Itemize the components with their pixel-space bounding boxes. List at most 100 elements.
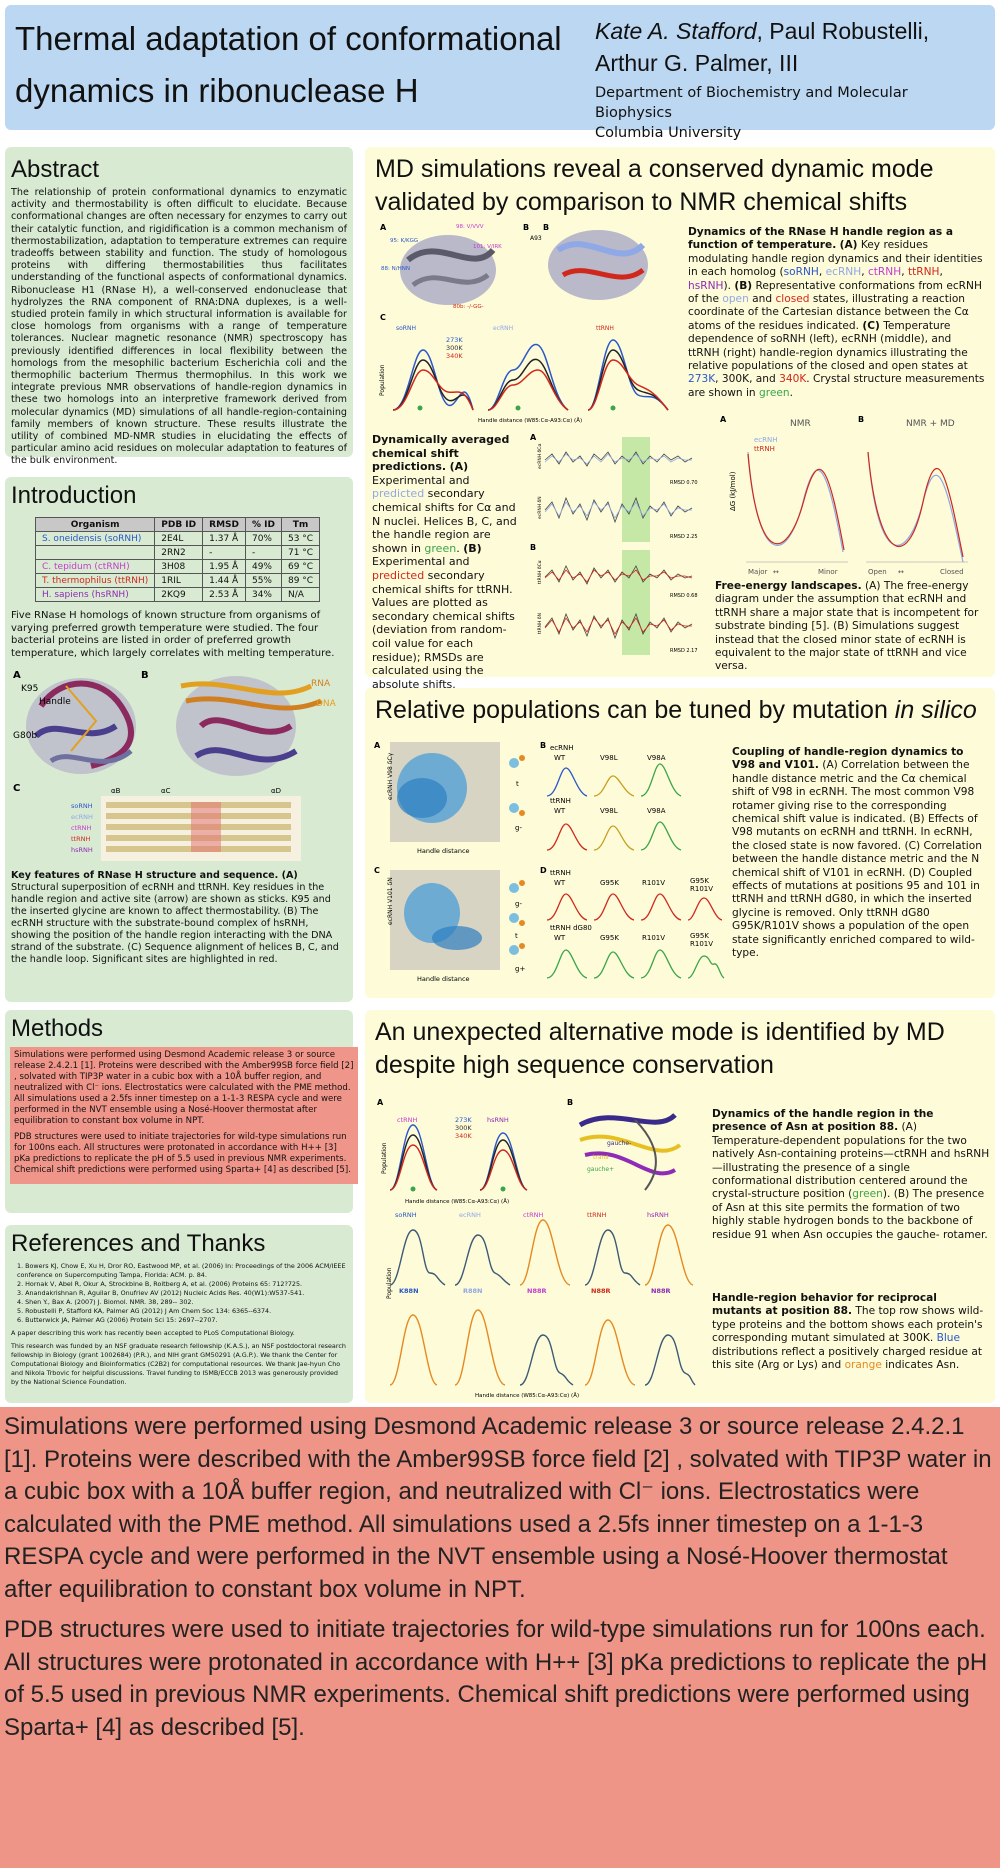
seq-label: ecRNH xyxy=(71,813,93,821)
methods-text-box: Simulations were performed using Desmond… xyxy=(10,1047,358,1184)
helix-label-d: αD xyxy=(271,787,281,795)
alt-figure: A B ctRNH hsRNH 273K 300K 340K Populatio… xyxy=(377,1098,696,1399)
mutant-labels-d: ttRNH WT G95K R101V G95K R101V ttRNH dG8… xyxy=(550,869,713,948)
fig-label: A xyxy=(374,741,381,750)
legend-300k: 300K xyxy=(455,1124,472,1132)
table-cell: 2.53 Å xyxy=(202,587,246,602)
table-cell: 1RIL xyxy=(154,573,204,588)
table-row: C. tepidum (ctRNH) 3H08 1.95 Å 49% 69 °C xyxy=(34,559,321,574)
table-header: Organism xyxy=(34,517,156,532)
svg-text:K88N: K88N xyxy=(399,1287,419,1295)
protein-cartoon-b xyxy=(176,676,323,776)
protein-cartoon-md-b xyxy=(548,230,648,300)
svg-text:V98A: V98A xyxy=(647,807,666,815)
organism-table: Organism PDB ID RMSD % ID Tm S. oneidens… xyxy=(34,517,321,602)
scatter-cloud xyxy=(397,753,482,950)
free-energy-figure: A B NMR NMR + MD ecRNH ttRNH ΔG (kJ/mol)… xyxy=(720,415,968,576)
references-panel: References and Thanks 1. Bowers KJ, Chow… xyxy=(5,1225,353,1403)
poster-title-box: Thermal adaptation of conformational dyn… xyxy=(5,5,603,130)
svg-text:V98L: V98L xyxy=(600,807,618,815)
table-header: Tm xyxy=(280,517,321,532)
methods-zoom-paragraph-2: PDB structures were used to initiate tra… xyxy=(4,1616,988,1741)
panel-label-ecrnh: ecRNH xyxy=(493,325,513,332)
rotamer-label: g+ xyxy=(515,965,525,973)
svg-text:N88R: N88R xyxy=(591,1287,611,1295)
highlight-region xyxy=(622,550,650,655)
table-row: S. oneidensis (soRNH) 2E4L 1.37 Å 70% 53… xyxy=(34,531,321,546)
svg-text:ecRNH: ecRNH xyxy=(459,1211,481,1219)
table-cell: 69 °C xyxy=(280,559,321,574)
panel-label-sornh: soRNH xyxy=(396,325,416,332)
reciprocal-mut-labels: K88N R88N N88R N88R N88R xyxy=(399,1287,671,1295)
scatter-xlabel: Handle distance xyxy=(417,975,470,983)
crystal-marker xyxy=(515,405,521,411)
table-row: T. thermophilus (ttRNH) 1RIL 1.44 Å 55% … xyxy=(34,573,321,588)
scatter-ylabel: ecRNH V101 δN xyxy=(387,877,394,925)
residue-label: 88: N/HNN xyxy=(381,266,410,272)
alt-section-heading: An unexpected alternative mode is identi… xyxy=(375,1018,945,1079)
fig-label: D xyxy=(540,866,547,875)
abstract-text: The relationship of protein conformation… xyxy=(11,187,347,467)
mutant-labels-b: ecRNH WT V98L V98A ttRNH WT V98L V98A xyxy=(550,744,666,815)
svg-text:R101V: R101V xyxy=(690,885,713,893)
table-cell: - xyxy=(244,545,282,560)
fig-label-a: A xyxy=(380,223,387,232)
fig-label-c: C xyxy=(380,313,386,322)
rotamer-label: g- xyxy=(515,900,522,908)
cs-ylabel: ttRNH δCα xyxy=(537,560,543,584)
md-section-heading: MD simulations reveal a conserved dynami… xyxy=(375,155,934,216)
fe-caption: Free-energy landscapes. (A) The free-ene… xyxy=(715,580,979,673)
table-header-row: Organism PDB ID RMSD % ID Tm xyxy=(34,517,321,532)
fig-label-a: A xyxy=(530,433,537,442)
chemical-shift-figure: A B ecRNH δCα ecRNH δN ttRNH δCα ttRNH δ… xyxy=(530,433,698,655)
label-k95: K95 xyxy=(21,684,38,694)
table-cell: N/A xyxy=(280,587,321,602)
table-cell: 2RN2 xyxy=(154,545,204,560)
mutant-peaks-d xyxy=(546,893,725,979)
svg-text:WT: WT xyxy=(554,879,566,887)
panel-label: ctRNH xyxy=(397,1116,418,1124)
table-cell: 49% xyxy=(244,559,282,574)
alt-caption-1: Dynamics of the handle region in the pre… xyxy=(712,1108,990,1241)
label-dna: DNA xyxy=(316,699,337,709)
svg-text:R101V: R101V xyxy=(642,879,665,887)
fig-label-a: A xyxy=(13,670,21,681)
fe-label-b: B xyxy=(858,415,864,424)
cs-ylabel: ecRNH δN xyxy=(537,496,543,519)
table-row: 2RN2 - - 71 °C xyxy=(34,545,321,560)
structure-figure: A B K95 Handle G80b RNA DNA C αB αC αD s… xyxy=(11,666,347,866)
svg-text:ttRNH: ttRNH xyxy=(587,1211,606,1219)
table-cell: - xyxy=(202,545,246,560)
residue-label: 101: V/IRK xyxy=(473,244,502,250)
fe-xlabel: Major xyxy=(748,568,768,576)
abstract-heading: Abstract xyxy=(11,156,100,183)
table-cell: 70% xyxy=(244,531,282,546)
md-figure-abc: A B B 95: K/KGG 98: V/VVV 101: V/IRK 88:… xyxy=(378,220,683,425)
protein-structure-illustration: A B K95 Handle G80b RNA DNA C αB αC αD s… xyxy=(13,670,337,861)
residue-label: 80b: -/-GG- xyxy=(453,304,484,310)
panel-label: hsRNH xyxy=(487,1116,509,1124)
residue-label: 95: K/KGG xyxy=(390,238,418,244)
table-cell: 2E4L xyxy=(154,531,204,546)
rmsd-label: RMSD 0.68 xyxy=(670,593,698,599)
fig-label: B xyxy=(540,741,546,750)
svg-text:V98L: V98L xyxy=(600,754,618,762)
fe-ylabel: ΔG (kJ/mol) xyxy=(729,471,737,511)
rotamer-label: gauche+ xyxy=(587,1166,614,1173)
residue-label: 98: V/VVV xyxy=(456,224,484,230)
fe-legend-ecrnh: ecRNH xyxy=(754,436,778,444)
helix-label-b: αB xyxy=(111,787,121,795)
xlabel-handle-distance: Handle distance (W85:Cα-A93:Cα) (Å) xyxy=(405,1198,509,1205)
legend-273k: 273K xyxy=(455,1116,472,1124)
table-cell: C. tepidum (ctRNH) xyxy=(34,559,156,574)
svg-text:N88R: N88R xyxy=(527,1287,547,1295)
references-heading: References and Thanks xyxy=(11,1230,266,1257)
mutation-section-heading: Relative populations can be tuned by mut… xyxy=(375,696,977,724)
reciprocal-labels: soRNH ecRNH ctRNH ttRNH hsRNH xyxy=(395,1211,669,1219)
alt-peaks-a xyxy=(389,1124,528,1191)
ylabel-population: Population xyxy=(386,1267,393,1299)
authors: Kate A. Stafford, Paul Robustelli, Arthu… xyxy=(595,18,930,76)
mutation-caption: Coupling of handle-region dynamics to V9… xyxy=(732,746,982,960)
table-header: % ID xyxy=(244,517,282,532)
table-cell: S. oneidensis (soRNH) xyxy=(34,531,156,546)
